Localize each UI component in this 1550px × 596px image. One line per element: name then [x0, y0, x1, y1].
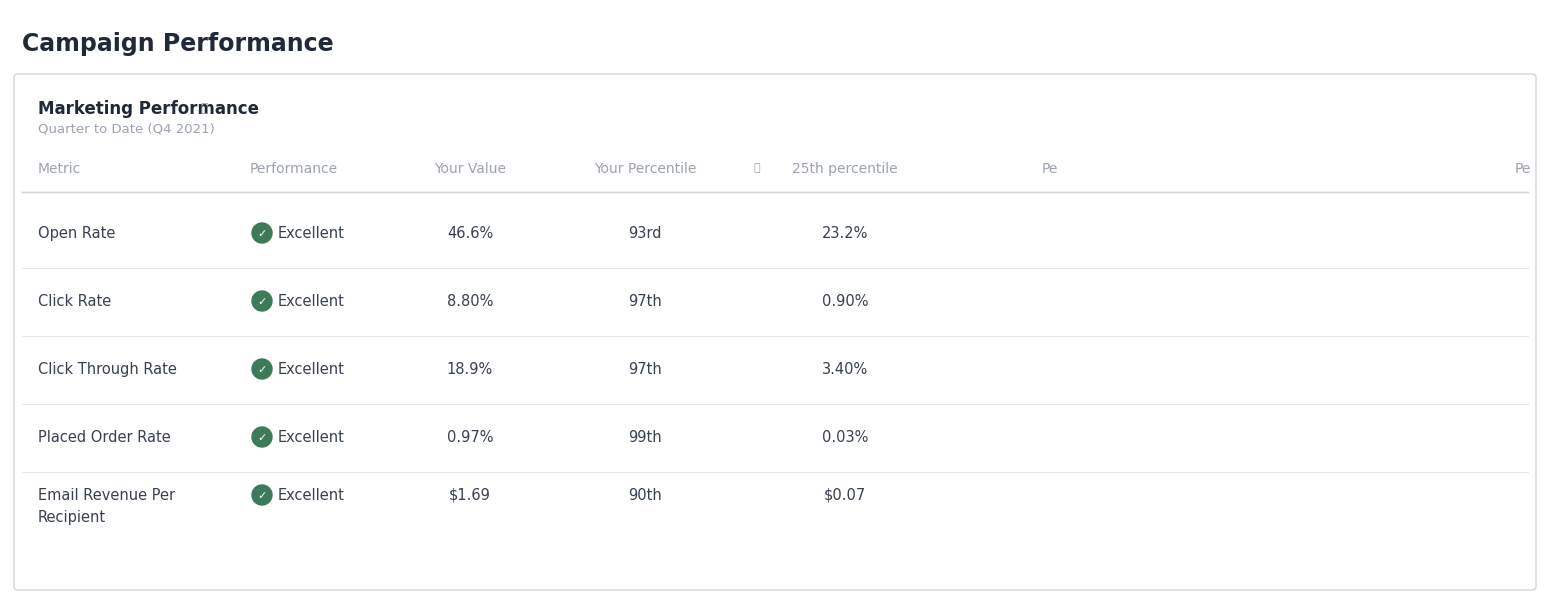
Circle shape — [253, 291, 271, 311]
Text: Campaign Performance: Campaign Performance — [22, 32, 333, 56]
Text: Click Rate: Click Rate — [39, 294, 112, 309]
Text: ✓: ✓ — [257, 229, 267, 239]
Text: 8.80%: 8.80% — [446, 294, 493, 309]
Circle shape — [253, 485, 271, 505]
Text: Marketing Performance: Marketing Performance — [39, 100, 259, 118]
Text: Quarter to Date (Q4 2021): Quarter to Date (Q4 2021) — [39, 122, 215, 135]
Text: 23.2%: 23.2% — [822, 226, 868, 241]
Text: Excellent: Excellent — [277, 226, 344, 241]
Text: Click Through Rate: Click Through Rate — [39, 362, 177, 377]
Text: ✓: ✓ — [257, 297, 267, 307]
Text: 0.90%: 0.90% — [822, 294, 868, 309]
Text: $0.07: $0.07 — [825, 488, 866, 503]
Text: 93rd: 93rd — [628, 226, 662, 241]
Text: $1.69: $1.69 — [449, 488, 491, 503]
Text: ✓: ✓ — [257, 433, 267, 443]
Circle shape — [253, 223, 271, 243]
Circle shape — [253, 427, 271, 447]
Text: 97th: 97th — [628, 362, 662, 377]
Text: 90th: 90th — [628, 488, 662, 503]
Text: Pe: Pe — [1042, 162, 1059, 176]
Text: Excellent: Excellent — [277, 294, 344, 309]
Text: 3.40%: 3.40% — [822, 362, 868, 377]
Text: Your Value: Your Value — [434, 162, 505, 176]
Text: Your Percentile: Your Percentile — [594, 162, 696, 176]
Text: Excellent: Excellent — [277, 362, 344, 377]
Circle shape — [253, 359, 271, 379]
Text: 97th: 97th — [628, 294, 662, 309]
Text: 18.9%: 18.9% — [446, 362, 493, 377]
Text: Placed Order Rate: Placed Order Rate — [39, 430, 170, 445]
FancyBboxPatch shape — [14, 74, 1536, 590]
Text: Email Revenue Per
Recipient: Email Revenue Per Recipient — [39, 488, 175, 525]
Text: ✓: ✓ — [257, 491, 267, 501]
Text: Pe: Pe — [1514, 162, 1531, 176]
Text: ⓘ: ⓘ — [200, 102, 208, 115]
Text: 0.03%: 0.03% — [822, 430, 868, 445]
Text: ✓: ✓ — [257, 365, 267, 375]
Text: 0.97%: 0.97% — [446, 430, 493, 445]
Text: ⓘ: ⓘ — [753, 163, 760, 173]
Text: Excellent: Excellent — [277, 430, 344, 445]
Text: 46.6%: 46.6% — [446, 226, 493, 241]
Text: 99th: 99th — [628, 430, 662, 445]
Text: Metric: Metric — [39, 162, 81, 176]
Text: Performance: Performance — [250, 162, 338, 176]
Text: Open Rate: Open Rate — [39, 226, 115, 241]
Text: Excellent: Excellent — [277, 488, 344, 503]
Text: 25th percentile: 25th percentile — [792, 162, 897, 176]
